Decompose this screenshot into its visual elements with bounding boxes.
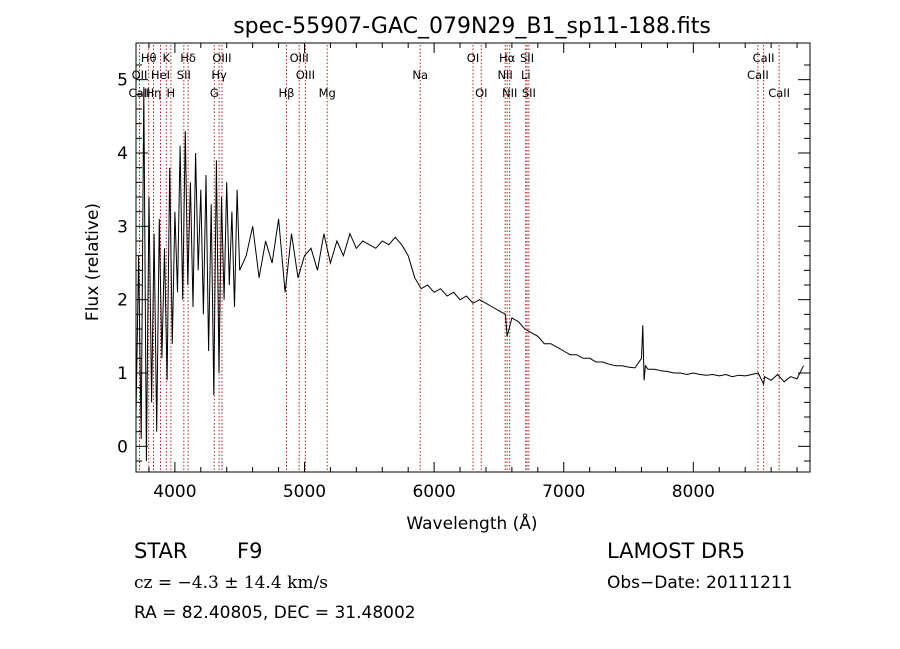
object-subclass: F9 xyxy=(237,539,263,563)
x-axis-ticks: 4000 5000 6000 7000 8000 xyxy=(148,43,798,502)
line-marker-label: OI xyxy=(475,86,487,100)
line-marker-label: NII xyxy=(502,86,517,100)
line-marker-label: Mg xyxy=(319,86,336,100)
line-marker-label: CaII xyxy=(129,86,151,100)
x-axis-label: Wavelength (Å) xyxy=(406,512,537,534)
line-marker-label: Li xyxy=(521,68,531,82)
x-tick-label: 7000 xyxy=(542,482,585,502)
y-tick-label: 5 xyxy=(117,71,128,91)
line-marker-label: OIII xyxy=(296,68,315,82)
y-axis-ticks: 0 1 2 3 4 5 xyxy=(117,64,810,462)
line-marker-label: Hα xyxy=(499,51,516,65)
x-tick-label: 8000 xyxy=(672,482,715,502)
y-tick-label: 4 xyxy=(117,144,128,164)
line-marker-label: Hβ xyxy=(278,86,294,100)
line-marker-label: Hδ xyxy=(180,51,196,65)
redshift-info: cz = −4.3 ± 14.4 km/s xyxy=(134,573,328,593)
observation-date: Obs−Date: 20111211 xyxy=(607,573,793,593)
line-marker-label: CaII xyxy=(753,51,775,65)
y-tick-label: 1 xyxy=(117,364,128,384)
y-tick-label: 0 xyxy=(117,437,128,457)
x-tick-label: 4000 xyxy=(153,482,196,502)
x-tick-label: 6000 xyxy=(412,482,455,502)
object-class: STAR xyxy=(134,539,188,563)
line-marker-label: Hθ xyxy=(141,51,157,65)
line-markers-layer xyxy=(138,45,780,472)
chart-title: spec-55907-GAC_079N29_B1_sp11-188.fits xyxy=(233,14,711,39)
line-marker-label: NII xyxy=(497,68,512,82)
y-tick-label: 3 xyxy=(117,217,128,237)
y-axis-label: Flux (relative) xyxy=(83,203,103,321)
line-marker-label: K xyxy=(163,51,171,65)
line-marker-label: SII xyxy=(522,86,536,100)
line-marker-label: HeI xyxy=(151,68,170,82)
spectrum-series-line xyxy=(135,86,804,462)
coordinates: RA = 82.40805, DEC = 31.48002 xyxy=(134,603,416,623)
line-marker-label: Hγ xyxy=(211,68,227,82)
line-marker-label: CaII xyxy=(768,86,790,100)
y-tick-label: 2 xyxy=(117,291,128,311)
line-marker-label: CaII xyxy=(747,68,769,82)
line-marker-label: OIII xyxy=(212,51,231,65)
line-marker-label: Hη xyxy=(146,86,162,100)
line-marker-label: SII xyxy=(177,68,191,82)
line-marker-label: G xyxy=(210,86,219,100)
line-marker-label: SII xyxy=(520,51,534,65)
line-marker-label: OIII xyxy=(290,51,309,65)
plot-frame xyxy=(135,42,811,473)
line-marker-label: OI xyxy=(467,51,479,65)
x-tick-label: 5000 xyxy=(283,482,326,502)
survey-name: LAMOST DR5 xyxy=(607,539,746,563)
line-marker-label: Na xyxy=(412,68,428,82)
line-marker-label: H xyxy=(167,86,176,100)
